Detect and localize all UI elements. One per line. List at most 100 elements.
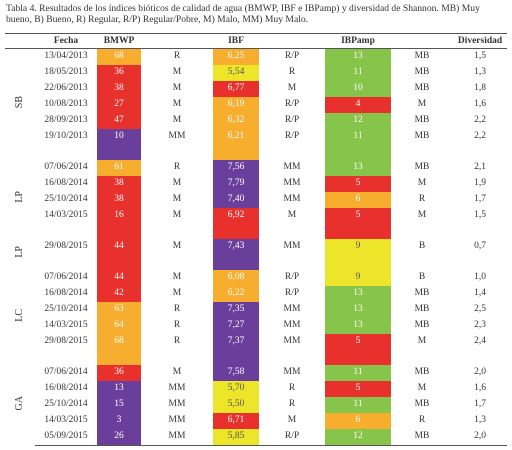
diversity-cell: 1,0 xyxy=(474,272,486,282)
date-cell: 10/08/2013 xyxy=(44,99,88,109)
header-cell: IBF xyxy=(213,33,259,49)
ibf-cell: 6,22 xyxy=(213,286,259,302)
diversity-cell: 2,0 xyxy=(474,367,486,377)
ibf-cell: 5,85 xyxy=(213,429,259,446)
site-cell: GA xyxy=(5,365,35,446)
ibp-cell: 12 xyxy=(325,429,391,446)
header-cell: Diversidad xyxy=(453,33,507,49)
diversity-cell: 2,2 xyxy=(474,115,486,125)
bmwp-cell: 68 xyxy=(97,48,141,65)
site-label: LP xyxy=(14,191,25,203)
header-cell xyxy=(5,33,35,49)
site-cell: SB xyxy=(5,49,35,161)
date-cell: 07/06/2014 xyxy=(44,162,88,172)
table-row: 14/03/2015 64 R 7,27 MM 13 MB 2,3 xyxy=(5,318,507,334)
table-row: LC 07/06/2014 44 M 6,08 R/P 9 B 1,0 xyxy=(5,270,507,321)
ibf-cell: 7,27 xyxy=(213,318,259,334)
bmwp-cell: 26 xyxy=(97,429,141,446)
ibp-cell: 9 xyxy=(325,239,391,270)
diversity-cell: 1,8 xyxy=(474,83,486,93)
table-row: 10/08/2013 27 M 6,19 R/P 4 M 1,6 xyxy=(5,97,507,113)
ibf-cell: 7,37 xyxy=(213,334,259,365)
ibf-class-cell: M xyxy=(287,210,297,220)
bmwp-class-cell: MM xyxy=(141,429,213,446)
header-row: Fecha BMWP IBF IBPamp Diversidad xyxy=(5,33,507,49)
bmwp-cell: 16 xyxy=(97,208,141,239)
site-cell: LP xyxy=(5,239,35,270)
ibf-class-cell: R xyxy=(288,399,296,409)
table-row: GA 07/06/2014 36 M 7,58 MM 11 MB 2,0 xyxy=(5,365,507,410)
date-cell: 16/08/2014 xyxy=(44,383,88,393)
diversity-cell: 2,3 xyxy=(474,320,486,330)
bmwp-class-cell: R xyxy=(173,51,181,61)
ibp-class-cell: MB xyxy=(414,320,430,330)
ibf-class-cell: MM xyxy=(283,320,301,330)
table-row: LP 29/08/2015 44 M 7,43 MM 9 B 0,7 xyxy=(5,239,507,270)
ibf-class-cell: R/P xyxy=(284,99,300,109)
bmwp-class-cell: M xyxy=(172,99,182,109)
date-cell: 29/08/2015 xyxy=(44,241,88,251)
table-row: 16/08/2014 42 M 6,22 R/P 13 MB 1,4 xyxy=(5,286,507,302)
ibp-class-cell: MB xyxy=(414,115,430,125)
bmwp-cell: 61 xyxy=(97,160,141,176)
bmwp-cell: 36 xyxy=(97,365,141,381)
ibp-cell: 11 xyxy=(325,397,391,413)
ibf-class-cell: MM xyxy=(283,194,301,204)
ibf-cell: 6,71 xyxy=(213,413,259,429)
header-cell xyxy=(141,33,213,49)
diversity-cell: 2,5 xyxy=(474,304,486,314)
bmwp-class-cell: MM xyxy=(168,399,186,409)
ibf-cell: 6,08 xyxy=(213,270,259,286)
table-row: 05/09/2015 26 MM 5,85 R/P 12 MB 2,0 xyxy=(5,429,507,446)
ibf-cell: 7,79 xyxy=(213,176,259,192)
ibf-cell: 5,70 xyxy=(213,381,259,397)
ibf-cell: 7,35 xyxy=(213,302,259,318)
bmwp-cell: 47 xyxy=(97,113,141,129)
bmwp-cell: 63 xyxy=(97,302,141,318)
bmwp-class-cell: MM xyxy=(168,415,186,425)
ibf-class-cell: MM xyxy=(283,336,301,346)
ibp-cell: 13 xyxy=(325,302,391,318)
ibp-class-cell: M xyxy=(417,336,427,346)
table-row: SB 13/04/2013 68 R 6,25 R/P 13 MB 1,5 xyxy=(5,48,507,108)
table-row: LP 07/06/2014 61 R 7,56 MM 13 MB 2,1 xyxy=(5,160,507,203)
date-cell: 22/06/2013 xyxy=(44,83,88,93)
date-cell: 16/08/2014 xyxy=(44,178,88,188)
diversity-cell: 1,3 xyxy=(474,415,486,425)
diversity-cell: 1,4 xyxy=(474,288,486,298)
date-cell: 18/05/2013 xyxy=(44,67,88,77)
diversity-cell: 2,0 xyxy=(453,429,507,446)
ibf-cell: 6,77 xyxy=(213,81,259,97)
diversity-cell: 1,6 xyxy=(474,99,486,109)
bmwp-class-cell: M xyxy=(172,367,182,377)
date-cell: 13/04/2013 xyxy=(44,51,88,61)
ibp-class-cell: M xyxy=(417,99,427,109)
table-row: 22/06/2013 38 M 6,77 M 10 MB 1,8 xyxy=(5,81,507,97)
ibp-cell: 5 xyxy=(325,208,391,239)
ibf-cell: 5,54 xyxy=(213,65,259,81)
bmwp-cell: 64 xyxy=(97,318,141,334)
date-cell: 19/10/2013 xyxy=(44,131,88,141)
ibp-class-cell: R xyxy=(418,194,426,204)
date-cell: 14/03/2015 xyxy=(44,210,88,220)
bmwp-cell: 15 xyxy=(97,397,141,413)
ibf-class-cell: MM xyxy=(283,241,301,251)
ibf-cell: 6,21 xyxy=(213,129,259,160)
header-cell: Fecha xyxy=(35,33,97,49)
ibp-cell: 11 xyxy=(325,65,391,81)
ibf-cell: 7,58 xyxy=(213,365,259,381)
bmwp-cell: 3 xyxy=(97,413,141,429)
site-cell: LC xyxy=(5,270,35,365)
caption: Tabla 4. Resultados de los índices bióti… xyxy=(6,3,480,25)
site-label: GA xyxy=(14,395,25,410)
ibf-class-cell: M xyxy=(287,415,297,425)
ibp-class-cell: B xyxy=(418,241,426,251)
ibp-cell: 5 xyxy=(325,334,391,365)
date-cell: 25/10/2014 xyxy=(44,194,88,204)
table-row: 19/10/2013 10 MM 6,21 R/P 11 MB 2,2 xyxy=(5,129,507,160)
ibf-class-cell: R/P xyxy=(284,51,300,61)
table-row: 28/09/2013 47 M 6,32 R/P 12 MB 2,2 xyxy=(5,113,507,129)
ibp-cell: 11 xyxy=(325,129,391,160)
bmwp-cell: 10 xyxy=(97,129,141,160)
